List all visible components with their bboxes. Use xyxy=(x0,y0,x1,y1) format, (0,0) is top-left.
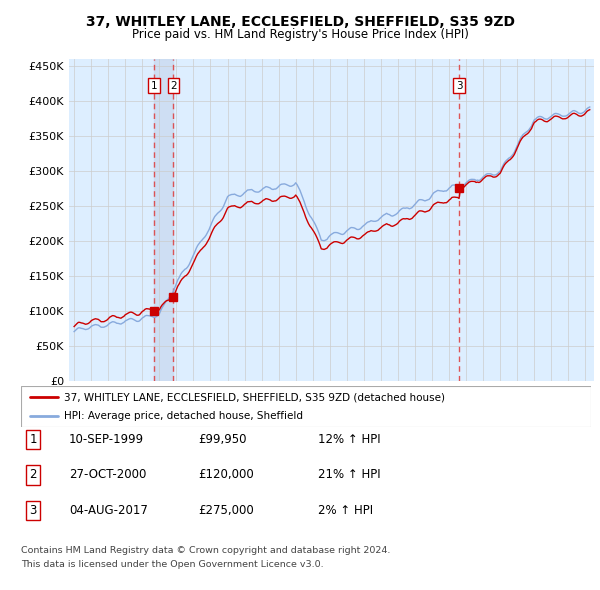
Text: 1: 1 xyxy=(151,81,158,90)
Bar xyxy=(154,59,173,381)
Text: Price paid vs. HM Land Registry's House Price Index (HPI): Price paid vs. HM Land Registry's House … xyxy=(131,28,469,41)
Text: 27-OCT-2000: 27-OCT-2000 xyxy=(69,468,146,481)
Text: 12% ↑ HPI: 12% ↑ HPI xyxy=(318,433,380,446)
Text: 2% ↑ HPI: 2% ↑ HPI xyxy=(318,504,373,517)
Text: 37, WHITLEY LANE, ECCLESFIELD, SHEFFIELD, S35 9ZD (detached house): 37, WHITLEY LANE, ECCLESFIELD, SHEFFIELD… xyxy=(64,392,445,402)
Text: HPI: Average price, detached house, Sheffield: HPI: Average price, detached house, Shef… xyxy=(64,411,303,421)
Text: 37, WHITLEY LANE, ECCLESFIELD, SHEFFIELD, S35 9ZD: 37, WHITLEY LANE, ECCLESFIELD, SHEFFIELD… xyxy=(86,15,515,29)
Text: This data is licensed under the Open Government Licence v3.0.: This data is licensed under the Open Gov… xyxy=(21,560,323,569)
Text: 2: 2 xyxy=(29,468,37,481)
Text: £275,000: £275,000 xyxy=(198,504,254,517)
Text: Contains HM Land Registry data © Crown copyright and database right 2024.: Contains HM Land Registry data © Crown c… xyxy=(21,546,391,555)
Text: 10-SEP-1999: 10-SEP-1999 xyxy=(69,433,144,446)
Text: 21% ↑ HPI: 21% ↑ HPI xyxy=(318,468,380,481)
Text: 2: 2 xyxy=(170,81,177,90)
Text: 3: 3 xyxy=(456,81,463,90)
Text: 04-AUG-2017: 04-AUG-2017 xyxy=(69,504,148,517)
Text: 3: 3 xyxy=(29,504,37,517)
Text: £120,000: £120,000 xyxy=(198,468,254,481)
Text: 1: 1 xyxy=(29,433,37,446)
Text: £99,950: £99,950 xyxy=(198,433,247,446)
